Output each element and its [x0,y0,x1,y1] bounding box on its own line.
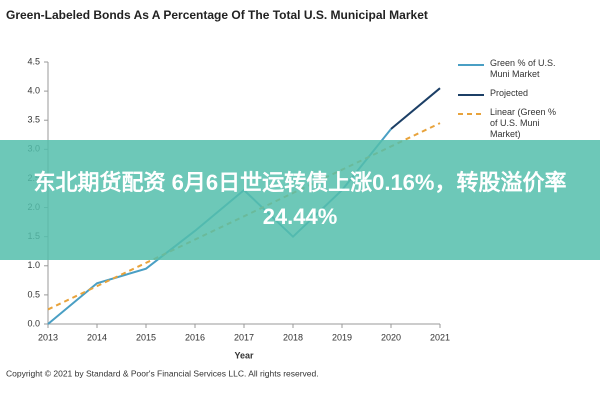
banner: 东北期货配资 6月6日世运转债上涨0.16%，转股溢价率24.44% [0,140,600,260]
y-tick-label: 3.5 [27,115,40,125]
legend-item: Linear (Green % of U.S. Muni Market) [458,107,598,140]
x-tick-label: 2019 [332,332,352,342]
x-tick-label: 2020 [381,332,401,342]
legend-item: Projected [458,88,598,99]
x-axis-label: Year [234,350,254,360]
x-tick-label: 2014 [87,332,107,342]
legend-label: Linear (Green % of U.S. Muni Market) [490,107,557,139]
y-tick-label: 4.5 [27,56,40,66]
x-tick-label: 2018 [283,332,303,342]
y-tick-label: 4.0 [27,85,40,95]
copyright: Copyright © 2021 by Standard & Poor's Fi… [6,368,319,378]
legend: Green % of U.S. Muni Market Projected Line… [458,58,598,148]
legend-label: Green % of U.S. Muni Market [490,58,556,79]
banner-text: 东北期货配资 6月6日世运转债上涨0.16%，转股溢价率24.44% [33,170,567,229]
x-tick-label: 2021 [430,332,450,342]
x-tick-label: 2017 [234,332,254,342]
x-tick-label: 2016 [185,332,205,342]
legend-swatch [458,113,484,115]
x-tick-label: 2013 [38,332,58,342]
y-tick-label: 0.5 [27,289,40,299]
legend-swatch [458,94,484,96]
legend-label: Projected [490,88,529,98]
series-line [390,87,441,130]
legend-swatch [458,64,484,66]
y-tick-label: 1.0 [27,260,40,270]
chart-title: Green-Labeled Bonds As A Percentage Of T… [6,8,428,22]
legend-item: Green % of U.S. Muni Market [458,58,598,80]
y-tick-label: 0.0 [27,318,40,328]
x-tick-label: 2015 [136,332,156,342]
